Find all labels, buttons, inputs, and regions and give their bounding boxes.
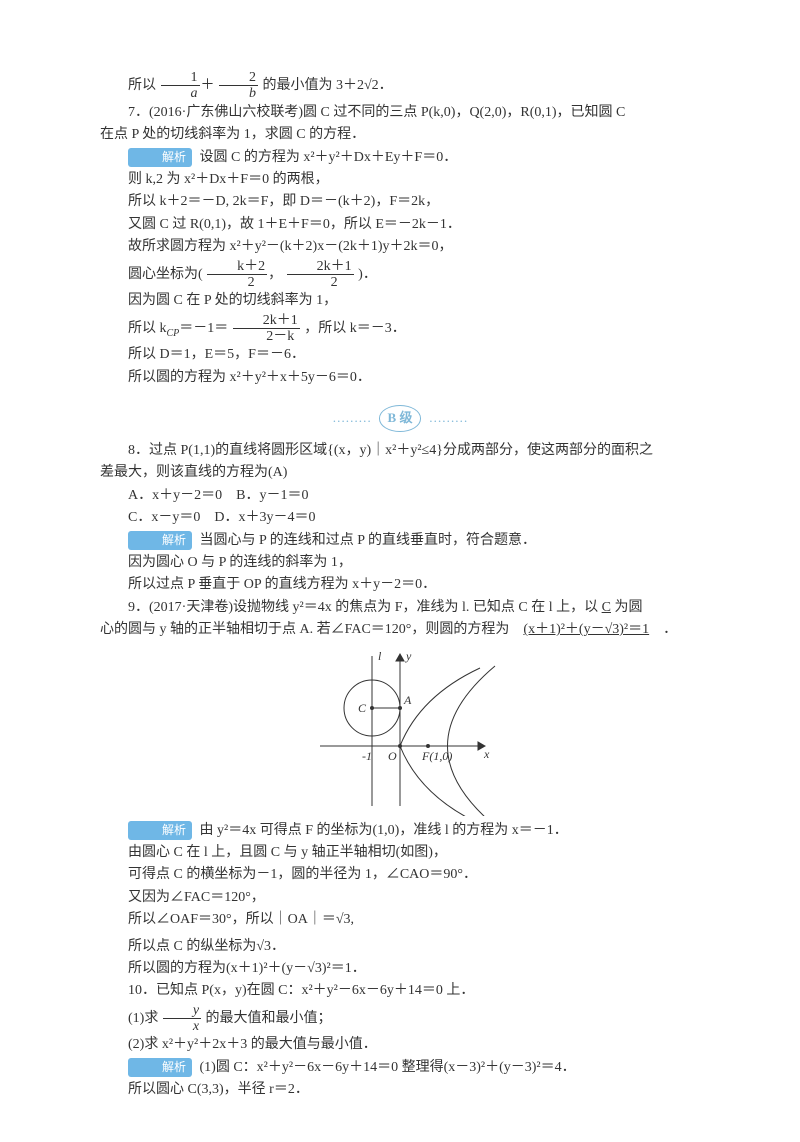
label-o: O <box>388 749 397 763</box>
dots-left: ……… <box>332 410 371 425</box>
q7-step: 则 k,2 为 x²＋Dx＋F＝0 的两根， <box>100 169 700 191</box>
question-9: 9．(2017·天津卷)设抛物线 y²＝4x 的焦点为 F，准线为 l. 已知点… <box>100 597 700 981</box>
label-minus1: -1 <box>362 749 372 763</box>
q10-part1: (1)求 y x 的最大值和最小值； <box>100 1003 700 1035</box>
analysis-badge: 解析 <box>128 531 192 550</box>
fraction-center-x: k＋2 2 <box>207 259 267 291</box>
q9-step: 由圆心 C 在 l 上，且圆 C 与 y 轴正半轴相切(如图)， <box>100 842 700 864</box>
q10-stem: 10．已知点 P(x，y)在圆 C：x²＋y²－6x－6y＋14＝0 上． <box>100 980 700 1002</box>
question-8: 8．过点 P(1,1)的直线将圆形区域{(x，y)｜x²＋y²≤4}分成两部分，… <box>100 440 700 597</box>
point-o <box>398 744 402 748</box>
level-divider: ……… B 级 ……… <box>100 405 700 432</box>
question-7: 7．(2016·广东佛山六校联考)圆 C 过不同的三点 P(k,0)，Q(2,0… <box>100 102 700 389</box>
parabola-upper <box>448 666 496 816</box>
question-10: 10．已知点 P(x，y)在圆 C：x²＋y²－6x－6y＋14＝0 上． (1… <box>100 980 700 1101</box>
paragraph: 所以 1 a ＋ 2 b 的最小值为 3＋2√2． <box>100 70 700 102</box>
fraction-2-over-b: 2 b <box>219 70 258 102</box>
q10-step: 解析 (1)圆 C：x²＋y²－6x－6y＋14＝0 整理得(x－3)²＋(y－… <box>100 1057 700 1079</box>
q8-step: 解析 当圆心与 P 的连线和过点 P 的直线垂直时，符合题意． <box>100 530 700 552</box>
q8-options-row2: C．x－y＝0 D．x＋3y－4＝0 <box>100 507 700 529</box>
dots-right: ……… <box>429 410 468 425</box>
q9-answer: (x＋1)²＋(y－√3)²＝1 <box>523 622 649 637</box>
q7-center: 圆心坐标为( k＋2 2 ， 2k＋1 2 )． <box>100 259 700 291</box>
q7-step: 所以 kCP＝－1＝ 2k＋1 2－k ，所以 k＝－3． <box>100 313 700 345</box>
document-page: 所以 1 a ＋ 2 b 的最小值为 3＋2√2． 7．(2016·广东佛山六校… <box>0 0 800 1142</box>
analysis-badge: 解析 <box>128 821 192 840</box>
q10-part2: (2)求 x²＋y²＋2x＋3 的最大值与最小值． <box>100 1034 700 1056</box>
fraction-center-y: 2k＋1 2 <box>287 259 354 291</box>
q8-step: 所以过点 P 垂直于 OP 的直线方程为 x＋y－2＝0． <box>100 574 700 596</box>
q7-stem-line2: 在点 P 处的切线斜率为 1，求圆 C 的方程． <box>100 124 700 146</box>
point-f <box>426 744 430 748</box>
q9-stem-line2: 心的圆与 y 轴的正半轴相切于点 A. 若∠FAC＝120°，则圆的方程为 (x… <box>100 619 700 641</box>
point-a <box>398 706 402 710</box>
q9-step: 解析 由 y²＝4x 可得点 F 的坐标为(1,0)，准线 l 的方程为 x＝－… <box>100 820 700 842</box>
analysis-badge: 解析 <box>128 148 192 167</box>
fraction-y-over-x: y x <box>163 1003 201 1035</box>
q9-step: 所以∠OAF＝30°，所以｜OA｜＝√3, <box>100 909 700 931</box>
q7-step: 又圆 C 过 R(0,1)，故 1＋E＋F＝0，所以 E＝－2k－1． <box>100 214 700 236</box>
label-a: A <box>403 693 412 707</box>
q7-stem-line1: 7．(2016·广东佛山六校联考)圆 C 过不同的三点 P(k,0)，Q(2,0… <box>100 102 700 124</box>
level-b-pill: B 级 <box>379 405 422 432</box>
q8-options-row1: A．x＋y－2＝0 B．y－1＝0 <box>100 485 700 507</box>
q10-step: 所以圆心 C(3,3)，半径 r＝2． <box>100 1079 700 1101</box>
q7-step: 所以圆的方程为 x²＋y²＋x＋5y－6＝0． <box>100 367 700 389</box>
q9-step: 又因为∠FAC＝120°， <box>100 887 700 909</box>
q9-step: 所以圆的方程为(x＋1)²＋(y－√3)²＝1． <box>100 958 700 980</box>
text: 的最小值为 3＋2√2． <box>263 78 393 93</box>
q7-step: 故所求圆方程为 x²＋y²－(k＋2)x－(2k＋1)y＋2k＝0， <box>100 236 700 258</box>
text: 所以 <box>128 78 156 93</box>
label-x: x <box>483 747 490 761</box>
fraction-slope: 2k＋1 2－k <box>233 313 300 345</box>
analysis-badge: 解析 <box>128 1058 192 1077</box>
q8-stem-line1: 8．过点 P(1,1)的直线将圆形区域{(x，y)｜x²＋y²≤4}分成两部分，… <box>100 440 700 462</box>
fraction-1-over-a: 1 a <box>161 70 200 102</box>
label-f: F(1,0) <box>421 749 452 763</box>
figure-q9: y l C A O -1 F(1,0) x <box>300 646 500 816</box>
point-c <box>370 706 374 710</box>
parabola-arc-top <box>400 668 480 746</box>
q7-step: 所以 D＝1，E＝5，F＝－6． <box>100 344 700 366</box>
label-y: y <box>405 649 412 663</box>
q9-step: 所以点 C 的纵坐标为√3． <box>100 936 700 958</box>
q8-stem-line2: 差最大，则该直线的方程为(A) <box>100 462 700 484</box>
q9-step: 可得点 C 的横坐标为－1，圆的半径为 1，∠CAO＝90°． <box>100 864 700 886</box>
q7-step: 所以 k＋2＝－D, 2k＝F，即 D＝－(k＋2)，F＝2k， <box>100 191 700 213</box>
label-c: C <box>358 701 367 715</box>
arrow-y-icon <box>396 654 404 661</box>
q7-step: 解析 设圆 C 的方程为 x²＋y²＋Dx＋Ey＋F＝0． <box>100 147 700 169</box>
q9-stem-line1: 9．(2017·天津卷)设抛物线 y²＝4x 的焦点为 F，准线为 l. 已知点… <box>100 597 700 619</box>
label-l: l <box>378 649 382 663</box>
q8-step: 因为圆心 O 与 P 的连线的斜率为 1， <box>100 552 700 574</box>
q7-step: 因为圆 C 在 P 处的切线斜率为 1， <box>100 290 700 312</box>
